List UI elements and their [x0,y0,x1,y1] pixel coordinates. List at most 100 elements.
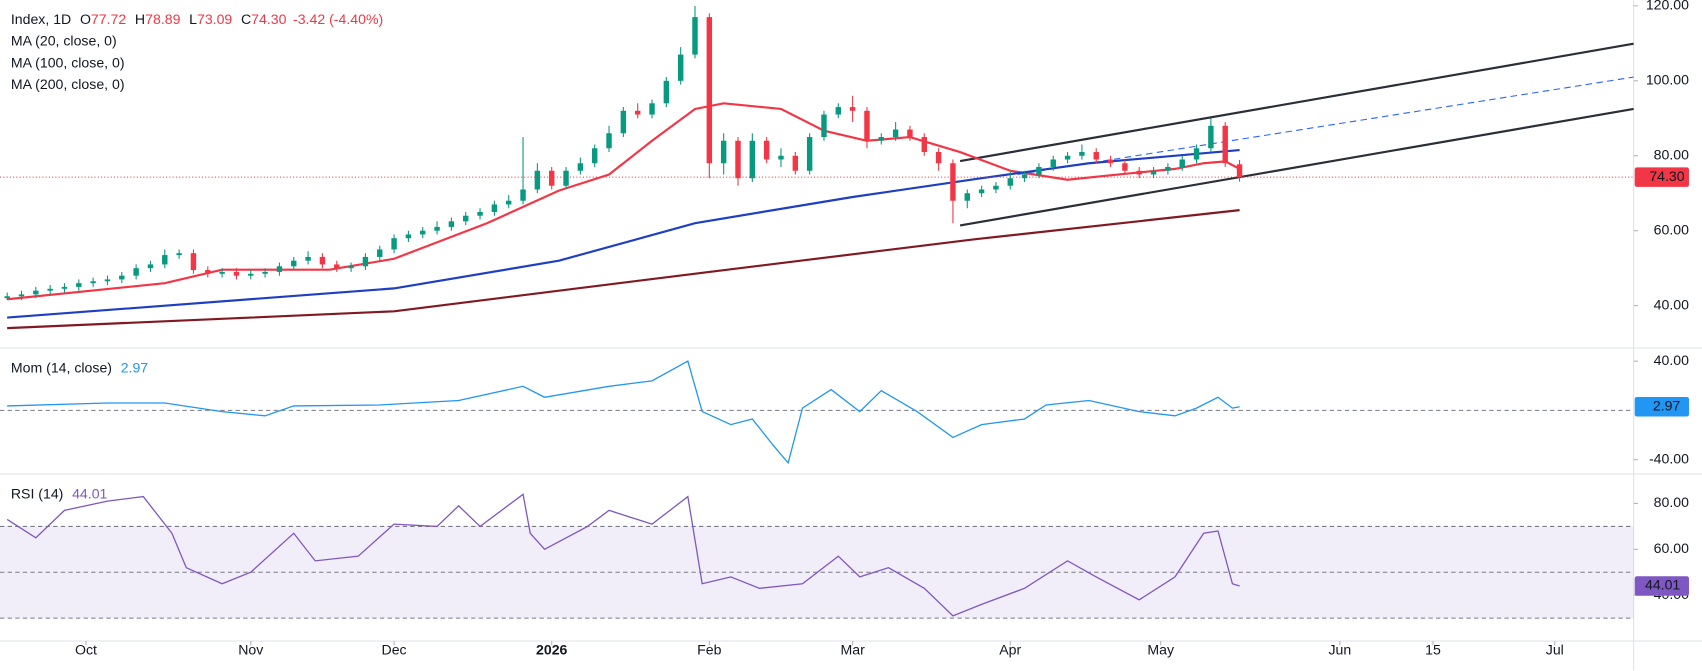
candle-body [706,17,713,164]
candle-body [47,288,53,291]
candle-body [248,273,254,276]
symbol-legend: Index, 1D O77.72 H78.89 L73.09 C74.30 -3.42 (… [11,11,383,27]
candle-body [190,253,197,271]
candle-body [606,133,612,149]
x-tick-label: 15 [1425,642,1441,658]
candle-body [964,193,970,201]
candle-body [334,264,340,269]
ohlc-key: O [80,11,91,27]
candle-body [1136,170,1142,175]
indicator-line [7,360,1240,465]
x-tick-label: 2026 [536,642,568,658]
candle-body [1064,155,1071,160]
candle-body [1208,125,1214,149]
candle-body [864,110,870,141]
candle-body [119,275,125,280]
ohlc-value: 74.30 [251,11,286,27]
indicator-name: RSI (14) [11,485,64,501]
last-value-box [1634,396,1689,417]
candle-body [978,189,985,194]
candle-body [276,266,283,272]
y-tick-label: 40.00 [1654,352,1689,368]
candle-body [491,204,498,212]
candle-body [735,140,741,179]
legend-entry: MA (100, close, 0) [11,54,125,70]
candle-body [176,253,182,256]
candle-body [821,114,827,138]
candle-body [677,54,684,81]
candle-body [591,148,598,164]
indicator-line [6,493,1240,617]
candle-body [420,230,426,235]
candle-body [806,137,813,171]
candle-body [520,189,526,201]
candle-body [391,238,397,250]
indicator-legend: RSI (14) 44.01 [11,485,108,501]
candle-body [61,286,68,289]
candle-body [405,234,412,239]
candle-body [993,185,999,190]
x-tick-label: May [1147,642,1175,658]
symbol-title: Index, 1D [11,11,71,27]
candle-body [147,264,154,269]
candle-body [907,129,913,138]
change-label: -3.42 (-4.40%) [293,11,383,27]
candle-body [377,249,383,257]
candle-body [233,271,240,276]
candle-body [1036,167,1042,175]
ohlc-value: 77.72 [91,11,126,27]
indicator-value: 44.01 [72,485,107,501]
candle-body [1079,152,1085,156]
candle-body [792,155,799,171]
ohlc-value: 78.89 [145,11,180,27]
candle-body [548,170,555,186]
ohlc-value: 73.09 [197,11,232,27]
candle-body [1107,159,1114,164]
candle-body [720,140,727,164]
candle-body [76,283,82,287]
candle-body [634,110,641,115]
ohlc-key: C [241,11,251,27]
candle-body [1222,125,1228,164]
trend-line [959,42,1634,163]
y-tick-label: -40.00 [1649,450,1689,466]
candle-body [1021,174,1028,179]
indicator-name: Mom (14, close) [11,359,112,375]
candle-body [692,17,698,55]
candle-body [4,296,10,299]
candle-body [1122,163,1128,171]
candle-body [348,266,354,269]
candle-body [835,107,842,115]
candle-body [778,155,784,160]
legend-entry: MA (20, close, 0) [11,33,117,49]
y-tick-label: 60.00 [1654,540,1689,556]
last-price-box [1634,167,1689,187]
candle-body [649,103,655,115]
indicator-line [7,209,1240,330]
candle-body [90,281,96,284]
last-value-label: 44.01 [1645,577,1680,593]
y-tick-label: 120.00 [1646,0,1689,13]
candle-body [319,256,326,265]
candle-body [1179,159,1185,168]
candle-body [362,256,369,267]
candle-body [663,80,670,104]
candle-body [849,107,856,111]
last-value-label: 2.97 [1653,397,1681,413]
x-tick-label: Dec [382,642,407,658]
candle-body [219,271,225,274]
candle-body [892,129,899,138]
x-tick-label: Apr [999,642,1021,658]
x-tick-label: Jun [1328,642,1351,658]
trend-line [1017,76,1634,176]
x-tick-label: Mar [840,642,865,658]
candle-body [749,140,756,179]
legend-entry: MA (200, close, 0) [11,76,125,92]
candle-body [1165,167,1171,171]
x-tick-label: Nov [238,642,263,658]
candle-body [921,137,927,153]
candle-body [262,271,268,274]
ohlc-key: H [135,11,145,27]
candle-body [463,215,469,222]
